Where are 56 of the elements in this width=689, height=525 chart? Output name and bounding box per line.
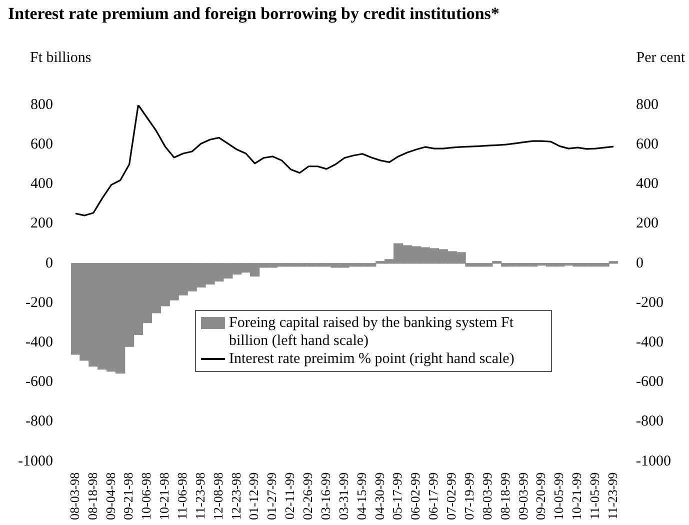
x-tick-label: 08-03-98 [66,472,82,520]
x-tick-label: 10-21-98 [156,472,172,520]
x-tick-label: 03-16-99 [318,472,333,520]
x-tick-label: 09-03-99 [515,472,530,520]
y-tick-label: 600 [30,136,53,153]
y-tick-label: -400 [25,334,53,350]
y2-tick-label: 0 [636,255,644,272]
x-tick-label: 11-05-99 [587,472,602,520]
x-tick-label: 09-20-99 [533,472,548,520]
y2-tick-label: 600 [636,136,659,153]
x-tick-label: 08-18-99 [497,472,512,520]
x-tick-label: 05-17-99 [390,472,405,520]
x-tick-label: 02-11-99 [282,472,298,520]
x-tick-label: 04-30-99 [372,472,387,520]
x-tick-label: 12-23-98 [228,472,244,520]
y2-axis-title: Per cent [636,50,685,67]
x-tick-label: 10-05-99 [551,472,566,520]
y-tick-label: -600 [25,374,53,390]
y2-tick-label: -1000 [636,453,672,470]
x-tick-label: 01-12-99 [246,472,262,520]
chart-title: Interest rate premium and foreign borrowing by credit institutions* [8,4,500,24]
x-tick-label: 03-31-99 [336,472,351,520]
y-axis-title: Ft billions [30,50,92,67]
y2-tick-label: -400 [636,334,664,350]
x-tick-label: 08-03-99 [479,472,494,520]
y2-tick-label: -200 [636,294,664,311]
x-tick-label: 07-19-99 [461,472,476,520]
legend-label: Foreing capital raised by the banking system Ft billion (left hand scale) [229,314,515,350]
y2-tick-label: 400 [636,176,659,192]
x-tick-label: 10-21-99 [569,472,584,520]
y-tick-label: -1000 [18,453,53,470]
x-tick-label: 09-04-98 [102,472,118,520]
y-tick-label: 200 [30,216,53,232]
x-tick-label: 07-02-99 [444,472,459,520]
x-tick-label: 02-26-99 [300,472,316,520]
x-tick-label: 11-23-98 [192,472,208,520]
x-tick-label: 09-21-98 [120,472,136,520]
x-tick-label: 11-06-98 [174,472,190,520]
x-tick-label: 01-27-99 [264,472,280,520]
y2-tick-label: 200 [636,216,659,232]
x-tick-label: 12-08-98 [210,472,226,520]
y2-tick-label: -800 [636,414,664,430]
legend-label: Interest rate preimim % point (right hand scale) [229,350,514,368]
y-tick-label: 400 [30,176,53,192]
y-tick-label: -800 [25,414,53,430]
y-tick-label: 800 [30,96,53,113]
x-tick-label: 11-23-99 [604,472,620,520]
x-tick-label: 06-17-99 [426,472,441,520]
x-tick-label: 04-15-99 [354,472,369,520]
x-tick-label: 10-06-98 [138,472,154,520]
y2-tick-label: -600 [636,374,664,390]
x-tick-label: 08-18-98 [84,472,100,520]
y-tick-label: 0 [45,255,53,272]
x-tick-label: 06-02-99 [408,472,423,520]
y2-tick-label: 800 [636,96,659,113]
y-tick-label: -200 [25,294,53,311]
